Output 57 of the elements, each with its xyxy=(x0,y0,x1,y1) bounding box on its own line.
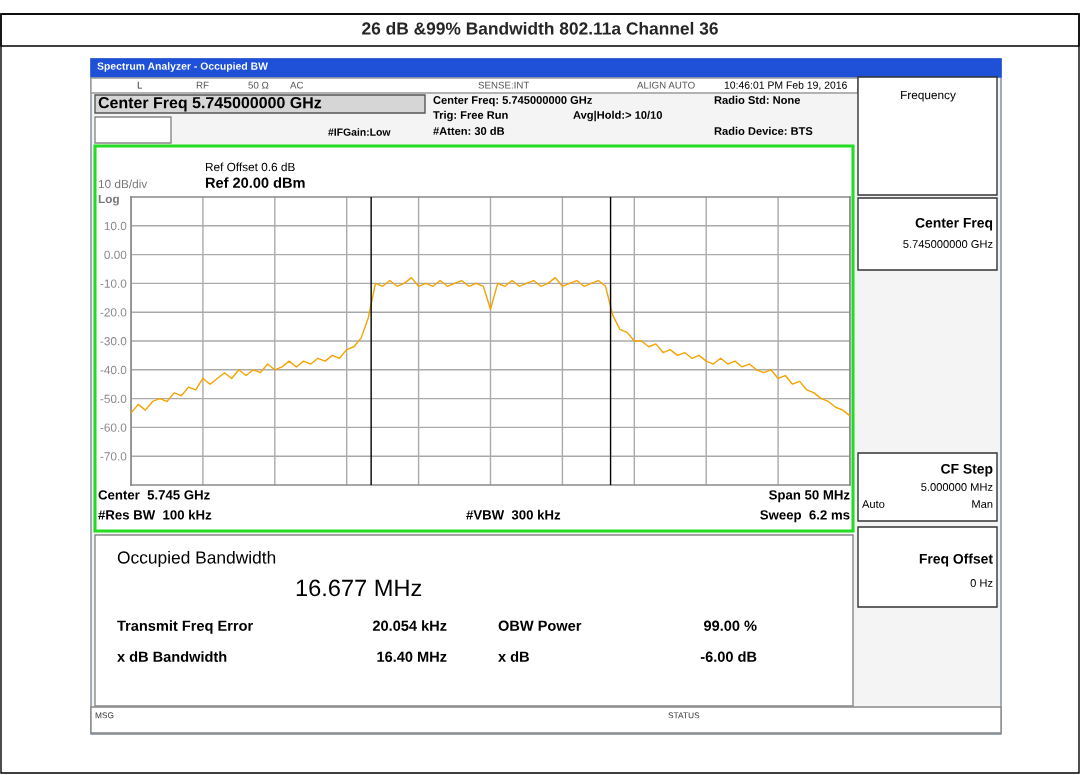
y-tick-label: -30.0 xyxy=(100,337,127,346)
text: ALIGN AUTO xyxy=(637,81,695,89)
text: RF xyxy=(196,81,209,89)
text: Radio Device: BTS xyxy=(714,126,813,135)
text: Avg|Hold:> 10/10 xyxy=(573,110,662,122)
text: 5.000000 MHz xyxy=(921,483,993,491)
text: x dB xyxy=(498,651,529,662)
y-tick-label: 10.0 xyxy=(104,221,127,231)
text: Occupied Bandwidth xyxy=(117,550,276,568)
text: 16.677 MHz xyxy=(296,579,422,597)
text: OBW Power xyxy=(498,620,582,631)
text: 99.00 % xyxy=(704,620,757,631)
text: L xyxy=(137,81,143,89)
text: 16.40 MHz xyxy=(377,651,447,662)
text: Transmit Freq Error xyxy=(117,620,253,634)
y-tick-label: -60.0 xyxy=(100,423,127,432)
text: 10:46:01 PM Feb 19, 2016 xyxy=(724,81,847,91)
text: SENSE:INT xyxy=(478,81,530,89)
text: Freq Offset xyxy=(919,553,993,567)
text: Log xyxy=(98,194,119,206)
text: 5.745000000 GHz xyxy=(903,240,993,248)
text: Ref 20.00 dBm xyxy=(205,177,305,188)
text: x dB Bandwidth xyxy=(117,651,227,662)
text: STATUS xyxy=(668,712,700,719)
text: Center 5.745 GHz xyxy=(98,490,210,500)
text: Ref Offset 0.6 dB xyxy=(205,162,295,172)
text: MSG xyxy=(95,712,114,719)
text: Frequency xyxy=(901,90,956,102)
text: AC xyxy=(290,81,304,89)
y-tick-label: -10.0 xyxy=(100,279,127,288)
text: #Atten: 30 dB xyxy=(433,126,505,135)
text: #IFGain:Low xyxy=(328,128,391,136)
text: CF Step xyxy=(941,463,993,477)
text: Auto xyxy=(862,500,885,508)
y-tick-label: 0.00 xyxy=(104,250,127,259)
chart-title: 26 dB &99% Bandwidth 802.11a Channel 36 xyxy=(362,21,718,35)
y-tick-label: -40.0 xyxy=(100,365,127,375)
text: Center Freq: 5.745000000 GHz xyxy=(433,96,592,107)
text: Spectrum Analyzer - Occupied BW xyxy=(97,62,268,72)
text: Span 50 MHz xyxy=(769,490,850,503)
text: Radio Std: None xyxy=(714,95,801,104)
text: #VBW 300 kHz xyxy=(466,509,561,520)
y-tick-label: -50.0 xyxy=(100,394,127,403)
y-tick-label: -20.0 xyxy=(100,308,127,317)
text: Center Freq xyxy=(915,217,993,231)
text: 20.054 kHz xyxy=(372,620,447,631)
line-series xyxy=(131,276,850,417)
text: 50 Ω xyxy=(248,81,269,89)
text: #Res BW 100 kHz xyxy=(98,509,212,520)
y-tick-label: -70.0 xyxy=(100,452,127,461)
text: -6.00 dB xyxy=(700,651,757,662)
text: Sweep 6.2 ms xyxy=(760,510,850,523)
text: Center Freq 5.745000000 GHz xyxy=(98,96,322,112)
text: 0 Hz xyxy=(970,579,993,587)
text: Trig: Free Run xyxy=(433,110,508,122)
text: 10 dB/div xyxy=(98,179,148,189)
text: Man xyxy=(972,500,993,508)
